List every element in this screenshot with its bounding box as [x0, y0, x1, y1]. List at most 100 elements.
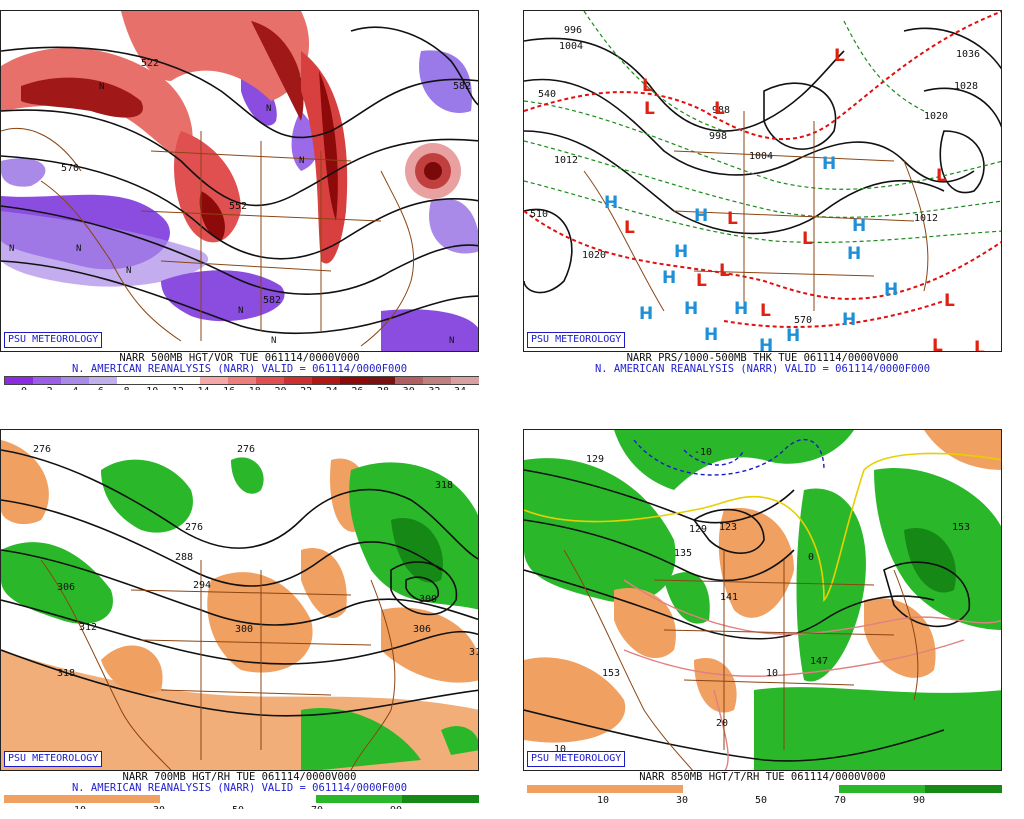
map-700mb: 276 276 276 288 294 300 300 306 306 312 … [0, 429, 479, 771]
svg-text:1020: 1020 [582, 250, 606, 261]
svg-text:123: 123 [719, 522, 737, 533]
svg-text:1036: 1036 [956, 49, 980, 60]
caption-valid: N. AMERICAN REANALYSIS (NARR) VALID = 06… [71, 363, 408, 375]
colorbar-tick-label: 18 [249, 386, 261, 390]
svg-text:H: H [684, 299, 698, 319]
svg-text:L: L [719, 261, 730, 281]
svg-text:300: 300 [419, 594, 437, 605]
colorbar-swatch [255, 377, 284, 384]
panel-pressure-thickness: 996 1004 1012 1020 1028 1036 1020 1012 1… [523, 0, 1002, 390]
svg-text:L: L [760, 301, 771, 321]
colorbar-tick-label: 22 [300, 386, 312, 390]
colorbar-tick-label: 90 [912, 795, 926, 806]
contour-labels: 552 570 582 582 522 [61, 58, 471, 306]
colorbar-tick-label: 28 [377, 386, 389, 390]
svg-text:L: L [802, 229, 813, 249]
svg-text:H: H [847, 244, 861, 264]
svg-text:288: 288 [175, 552, 193, 563]
svg-text:318: 318 [57, 668, 75, 679]
colorbar-tick-label: 70 [833, 795, 847, 806]
svg-text:H: H [734, 299, 748, 319]
svg-text:570: 570 [794, 315, 812, 326]
svg-text:L: L [644, 99, 655, 119]
psu-meteorology-badge: PSU METEOROLOGY [527, 332, 626, 348]
colorbar-swatch [144, 377, 173, 384]
rh700-field-svg: 276 276 276 288 294 300 300 306 306 312 … [1, 440, 479, 770]
colorbar-swatch [451, 377, 479, 384]
colorbar-tick-label: 30 [403, 386, 415, 390]
svg-text:582: 582 [453, 81, 471, 92]
caption-valid: N. AMERICAN REANALYSIS (NARR) VALID = 06… [71, 782, 408, 794]
colorbar-tick-label: 70 [311, 805, 323, 809]
colorbar-tick-label: 90 [390, 805, 402, 809]
svg-text:1004: 1004 [559, 41, 583, 52]
colorbar-tick-label: 14 [197, 386, 209, 390]
svg-text:1012: 1012 [554, 155, 578, 166]
rh850-field-svg: 129 135 141 147 153 153 123 129 153 -10 … [524, 430, 1001, 770]
colorbar-tick-label: 16 [223, 386, 235, 390]
map-850mb: 129 135 141 147 153 153 123 129 153 -10 … [523, 429, 1002, 771]
svg-text:1012: 1012 [914, 213, 938, 224]
svg-text:N: N [9, 244, 14, 254]
svg-text:988: 988 [712, 105, 730, 116]
colorbar-swatch [339, 377, 368, 384]
svg-text:N: N [271, 336, 276, 346]
contour-labels: 276 276 276 288 294 300 300 306 306 312 … [33, 444, 479, 679]
svg-text:N: N [126, 266, 131, 276]
svg-text:L: L [624, 218, 635, 238]
vorticity-colorbar [4, 376, 479, 385]
colorbar-tick-label: 50 [232, 805, 244, 809]
svg-text:L: L [834, 46, 845, 66]
colorbar-swatch [32, 377, 61, 384]
svg-text:H: H [842, 310, 856, 330]
svg-text:N: N [266, 104, 271, 114]
svg-text:10: 10 [766, 668, 778, 679]
svg-text:306: 306 [57, 582, 75, 593]
svg-text:N: N [299, 156, 304, 166]
svg-text:552: 552 [229, 201, 247, 212]
map-500mb: 552 570 582 582 522 N N N N N N N N N PSU METEOR… [0, 10, 479, 352]
colorbar-swatch [88, 377, 117, 384]
svg-text:H: H [694, 206, 708, 226]
contour-labels: 129 135 141 147 153 153 123 129 153 -10 … [554, 447, 970, 755]
colorbar-swatch [200, 377, 228, 384]
svg-text:0: 0 [808, 552, 814, 563]
svg-text:582: 582 [263, 295, 281, 306]
colorbar-swatch [395, 377, 424, 384]
colorbar-swatch [116, 377, 145, 384]
panel-850mb-t-rh: 129 135 141 147 153 153 123 129 153 -10 … [523, 419, 1002, 809]
colorbar-tick-label: 34 [454, 386, 466, 390]
svg-text:996: 996 [564, 25, 582, 36]
colorbar-tick-label: 0 [21, 386, 27, 390]
rh-colorbar [527, 785, 1002, 793]
svg-text:135: 135 [674, 548, 692, 559]
contour-labels: 996 1004 1012 1020 1028 1036 1020 1012 1… [530, 25, 980, 326]
svg-text:H: H [639, 304, 653, 324]
pressure-field-svg: 996 1004 1012 1020 1028 1036 1020 1012 1… [524, 11, 1001, 352]
svg-text:276: 276 [237, 444, 255, 455]
svg-text:312: 312 [469, 647, 479, 658]
rh-colorbar-ticks: 10 30 50 70 90 [4, 805, 479, 809]
svg-text:L: L [932, 336, 943, 352]
colorbar-tick-label: 32 [428, 386, 440, 390]
svg-text:20: 20 [716, 718, 728, 729]
colorbar-swatch [367, 377, 396, 384]
svg-text:1028: 1028 [954, 81, 978, 92]
colorbar-tick-label: 2 [47, 386, 53, 390]
psu-meteorology-badge: PSU METEOROLOGY [4, 751, 103, 767]
psu-meteorology-badge: PSU METEOROLOGY [527, 751, 626, 767]
caption-title: NARR 850MB HGT/T/RH TUE 061114/0000V000 [639, 771, 886, 783]
svg-text:510: 510 [530, 209, 548, 220]
svg-text:153: 153 [952, 522, 970, 533]
colorbar-swatch [172, 377, 201, 384]
svg-text:129: 129 [689, 524, 707, 535]
colorbar-tick-label: 30 [675, 795, 689, 806]
colorbar-tick-label: 8 [124, 386, 130, 390]
colorbar-tick-label: 10 [74, 805, 86, 809]
colorbar-tick-label: 20 [274, 386, 286, 390]
colorbar-tick-label: 4 [72, 386, 78, 390]
svg-text:306: 306 [413, 624, 431, 635]
svg-text:H: H [786, 326, 800, 346]
